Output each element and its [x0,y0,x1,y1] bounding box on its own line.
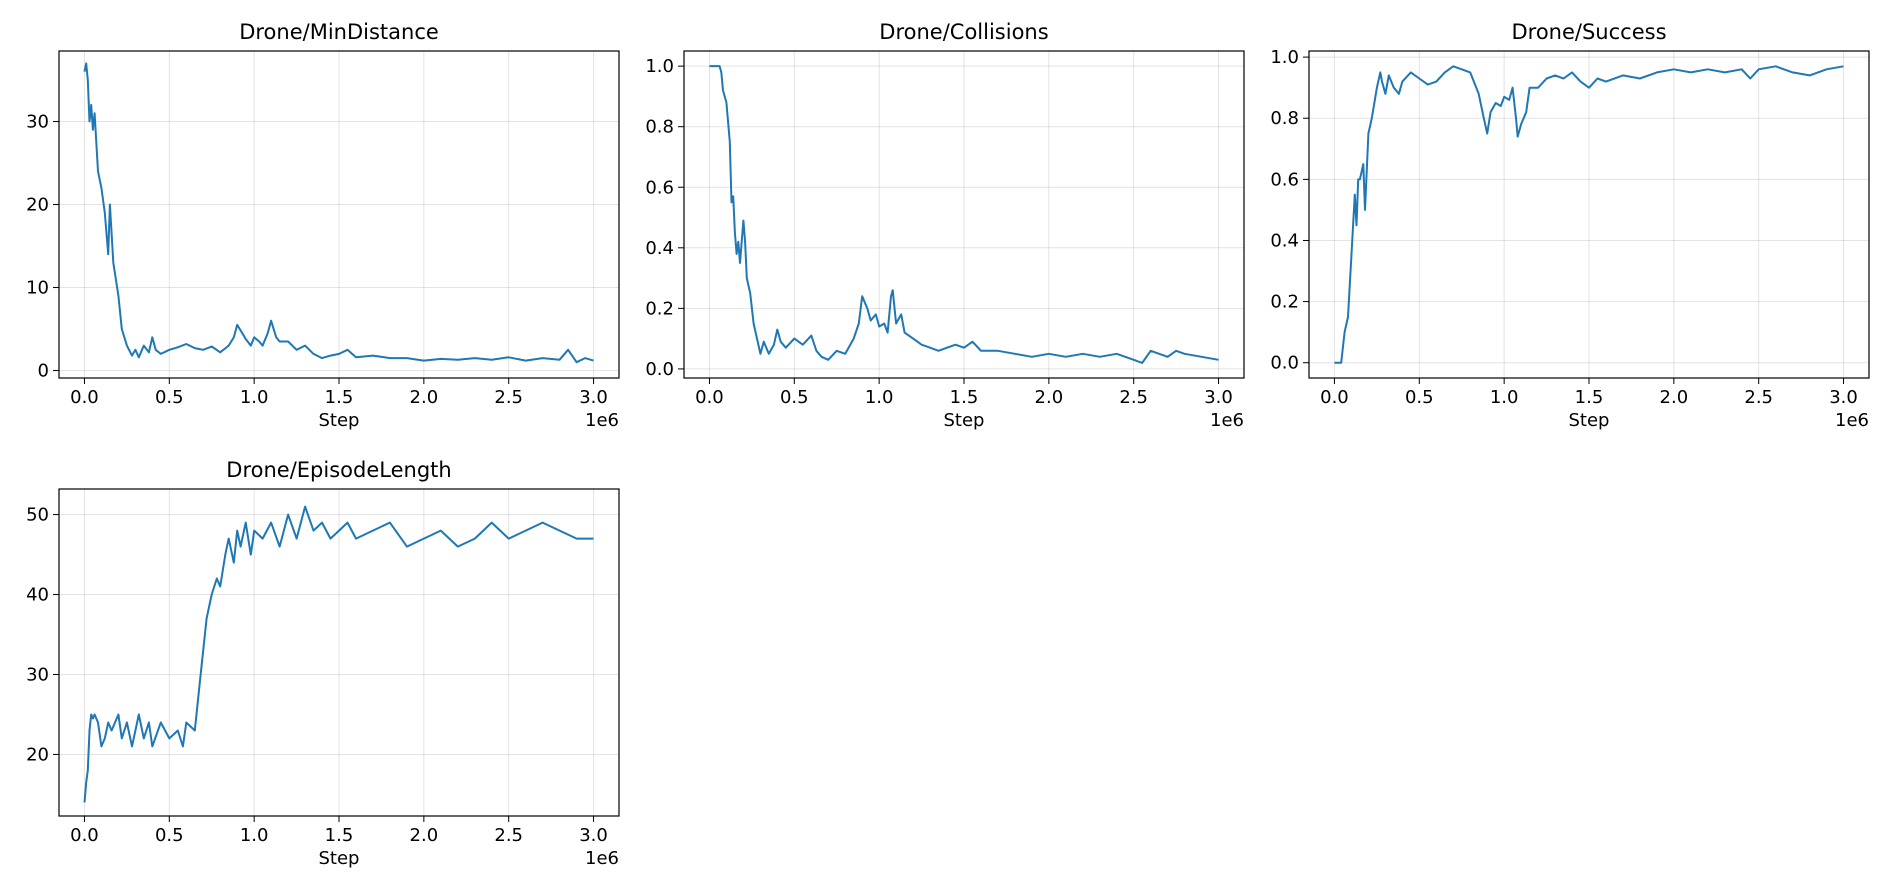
x-axis-label: Step [944,410,985,431]
chart-title: Drone/Collisions [879,20,1048,44]
series-line [1334,65,1844,364]
x-tick-label: 2.0 [410,387,439,408]
chart-2: 0.0 0.5 1.0 1.5 2.0 2.5 3.0 0.0 0.2 0.4 0.6 0.8 1.0 D… [645,20,1245,431]
chart-1: 0.0 0.5 1.0 1.5 2.0 2.5 3.0 0 10 20 30 Drone/MinDis… [26,20,620,431]
y-tick-label: 0 [38,361,49,382]
x-tick-label: 3.0 [1829,387,1858,408]
x-tick-label: 0.5 [155,825,184,846]
y-tick-label: 0.6 [1270,169,1299,190]
x-tick-label: 1.5 [1575,387,1604,408]
x-tick-label: 2.0 [1660,387,1689,408]
x-tick-label: 0.0 [1320,387,1349,408]
x-axis-label: Step [319,848,360,869]
chart-4: 0.0 0.5 1.0 1.5 2.0 2.5 3.0 20 30 40 50 Drone/Episo… [26,458,620,869]
y-tick-label: 40 [26,585,49,606]
chart-title: Drone/Success [1511,20,1666,44]
x-offset-label: 1e6 [1210,410,1244,431]
chart-title: Drone/EpisodeLength [226,458,451,482]
x-tick-label: 3.0 [579,387,608,408]
series-line [83,62,594,364]
x-tick-label: 1.5 [950,387,979,408]
x-axis-label: Step [319,410,360,431]
x-tick-label: 0.5 [1405,387,1434,408]
x-tick-label: 2.5 [494,825,523,846]
y-tick-label: 0.0 [645,359,674,380]
x-tick-label: 1.0 [1490,387,1519,408]
x-offset-label: 1e6 [1835,410,1869,431]
x-tick-label: 2.0 [410,825,439,846]
y-tick-label: 1.0 [645,56,674,77]
y-tick-label: 20 [26,195,49,216]
x-tick-label: 3.0 [1204,387,1233,408]
x-tick-label: 1.0 [865,387,894,408]
x-tick-label: 0.0 [695,387,724,408]
y-tick-label: 20 [26,744,49,765]
x-offset-label: 1e6 [585,410,619,431]
x-offset-label: 1e6 [585,848,619,869]
x-tick-label: 0.5 [155,387,184,408]
x-tick-label: 2.5 [494,387,523,408]
x-tick-label: 3.0 [579,825,608,846]
x-tick-label: 0.0 [70,825,99,846]
chart-3: 0.0 0.5 1.0 1.5 2.0 2.5 3.0 0.0 0.2 0.4 0.6 0.8 1.0 D… [1270,20,1870,431]
y-tick-label: 30 [26,112,49,133]
y-tick-label: 10 [26,278,49,299]
x-tick-label: 1.5 [325,825,354,846]
y-tick-label: 30 [26,664,49,685]
series-line [709,65,1219,364]
y-tick-label: 0.6 [645,177,674,198]
y-tick-label: 0.2 [645,298,674,319]
x-tick-label: 0.5 [780,387,809,408]
y-tick-label: 0.0 [1270,353,1299,374]
x-tick-label: 0.0 [70,387,99,408]
series-line [83,505,594,803]
y-tick-label: 50 [26,505,49,526]
y-tick-label: 0.2 [1270,292,1299,313]
y-tick-label: 0.4 [1270,230,1299,251]
x-tick-label: 1.5 [325,387,354,408]
chart-title: Drone/MinDistance [239,20,439,44]
x-tick-label: 1.0 [240,387,269,408]
x-tick-label: 2.0 [1035,387,1064,408]
x-tick-label: 2.5 [1119,387,1148,408]
y-tick-label: 0.4 [645,238,674,259]
y-tick-label: 0.8 [1270,108,1299,129]
x-tick-label: 2.5 [1744,387,1773,408]
x-axis-label: Step [1569,410,1610,431]
y-tick-label: 1.0 [1270,47,1299,68]
y-tick-label: 0.8 [645,117,674,138]
x-tick-label: 1.0 [240,825,269,846]
